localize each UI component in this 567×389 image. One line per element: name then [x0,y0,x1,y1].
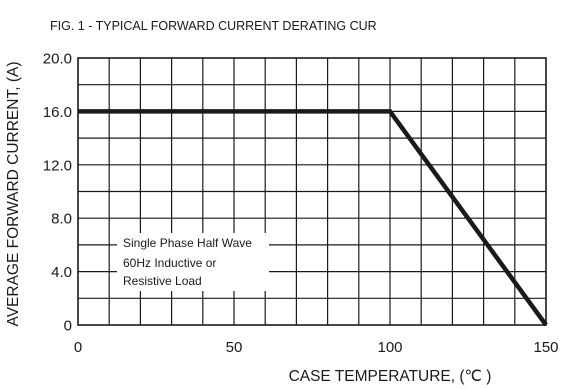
series-group [77,109,548,327]
plot-border [77,57,547,326]
annotation-line-1: Single Phase Half Wave [123,236,252,250]
y-tick-label: 4.0 [51,264,72,281]
annotation-box: Single Phase Half Wave 60Hz Inductive or… [117,233,269,291]
y-axis-label: AVERAGE FORWARD CURRENT, (A) [5,62,22,327]
x-tick-label: 0 [74,339,82,356]
x-tick-labels: 0 50 100 150 [74,339,559,356]
data-point [545,324,547,326]
x-tick-label: 100 [377,339,402,356]
plot-frame [77,57,547,326]
chart-title: FIG. 1 - TYPICAL FORWARD CURRENT DERATIN… [50,19,377,33]
y-tick-labels: 0 4.0 8.0 12.0 16.0 20.0 [43,51,72,335]
data-point [77,110,79,112]
y-tick-label: 16.0 [43,104,72,121]
x-tick-label: 50 [226,339,243,356]
annotation-line-3: Resistive Load [123,274,202,288]
data-point [389,110,391,112]
x-axis-label: CASE TEMPERATURE, (℃ ) [289,368,492,385]
y-tick-label: 12.0 [43,157,72,174]
y-tick-label: 0 [64,318,72,335]
annotation-line-2: 60Hz Inductive or [123,256,216,270]
annotation-background [117,233,269,291]
y-tick-label: 20.0 [43,51,72,68]
x-tick-label: 150 [533,339,558,356]
y-tick-label: 8.0 [51,211,72,228]
